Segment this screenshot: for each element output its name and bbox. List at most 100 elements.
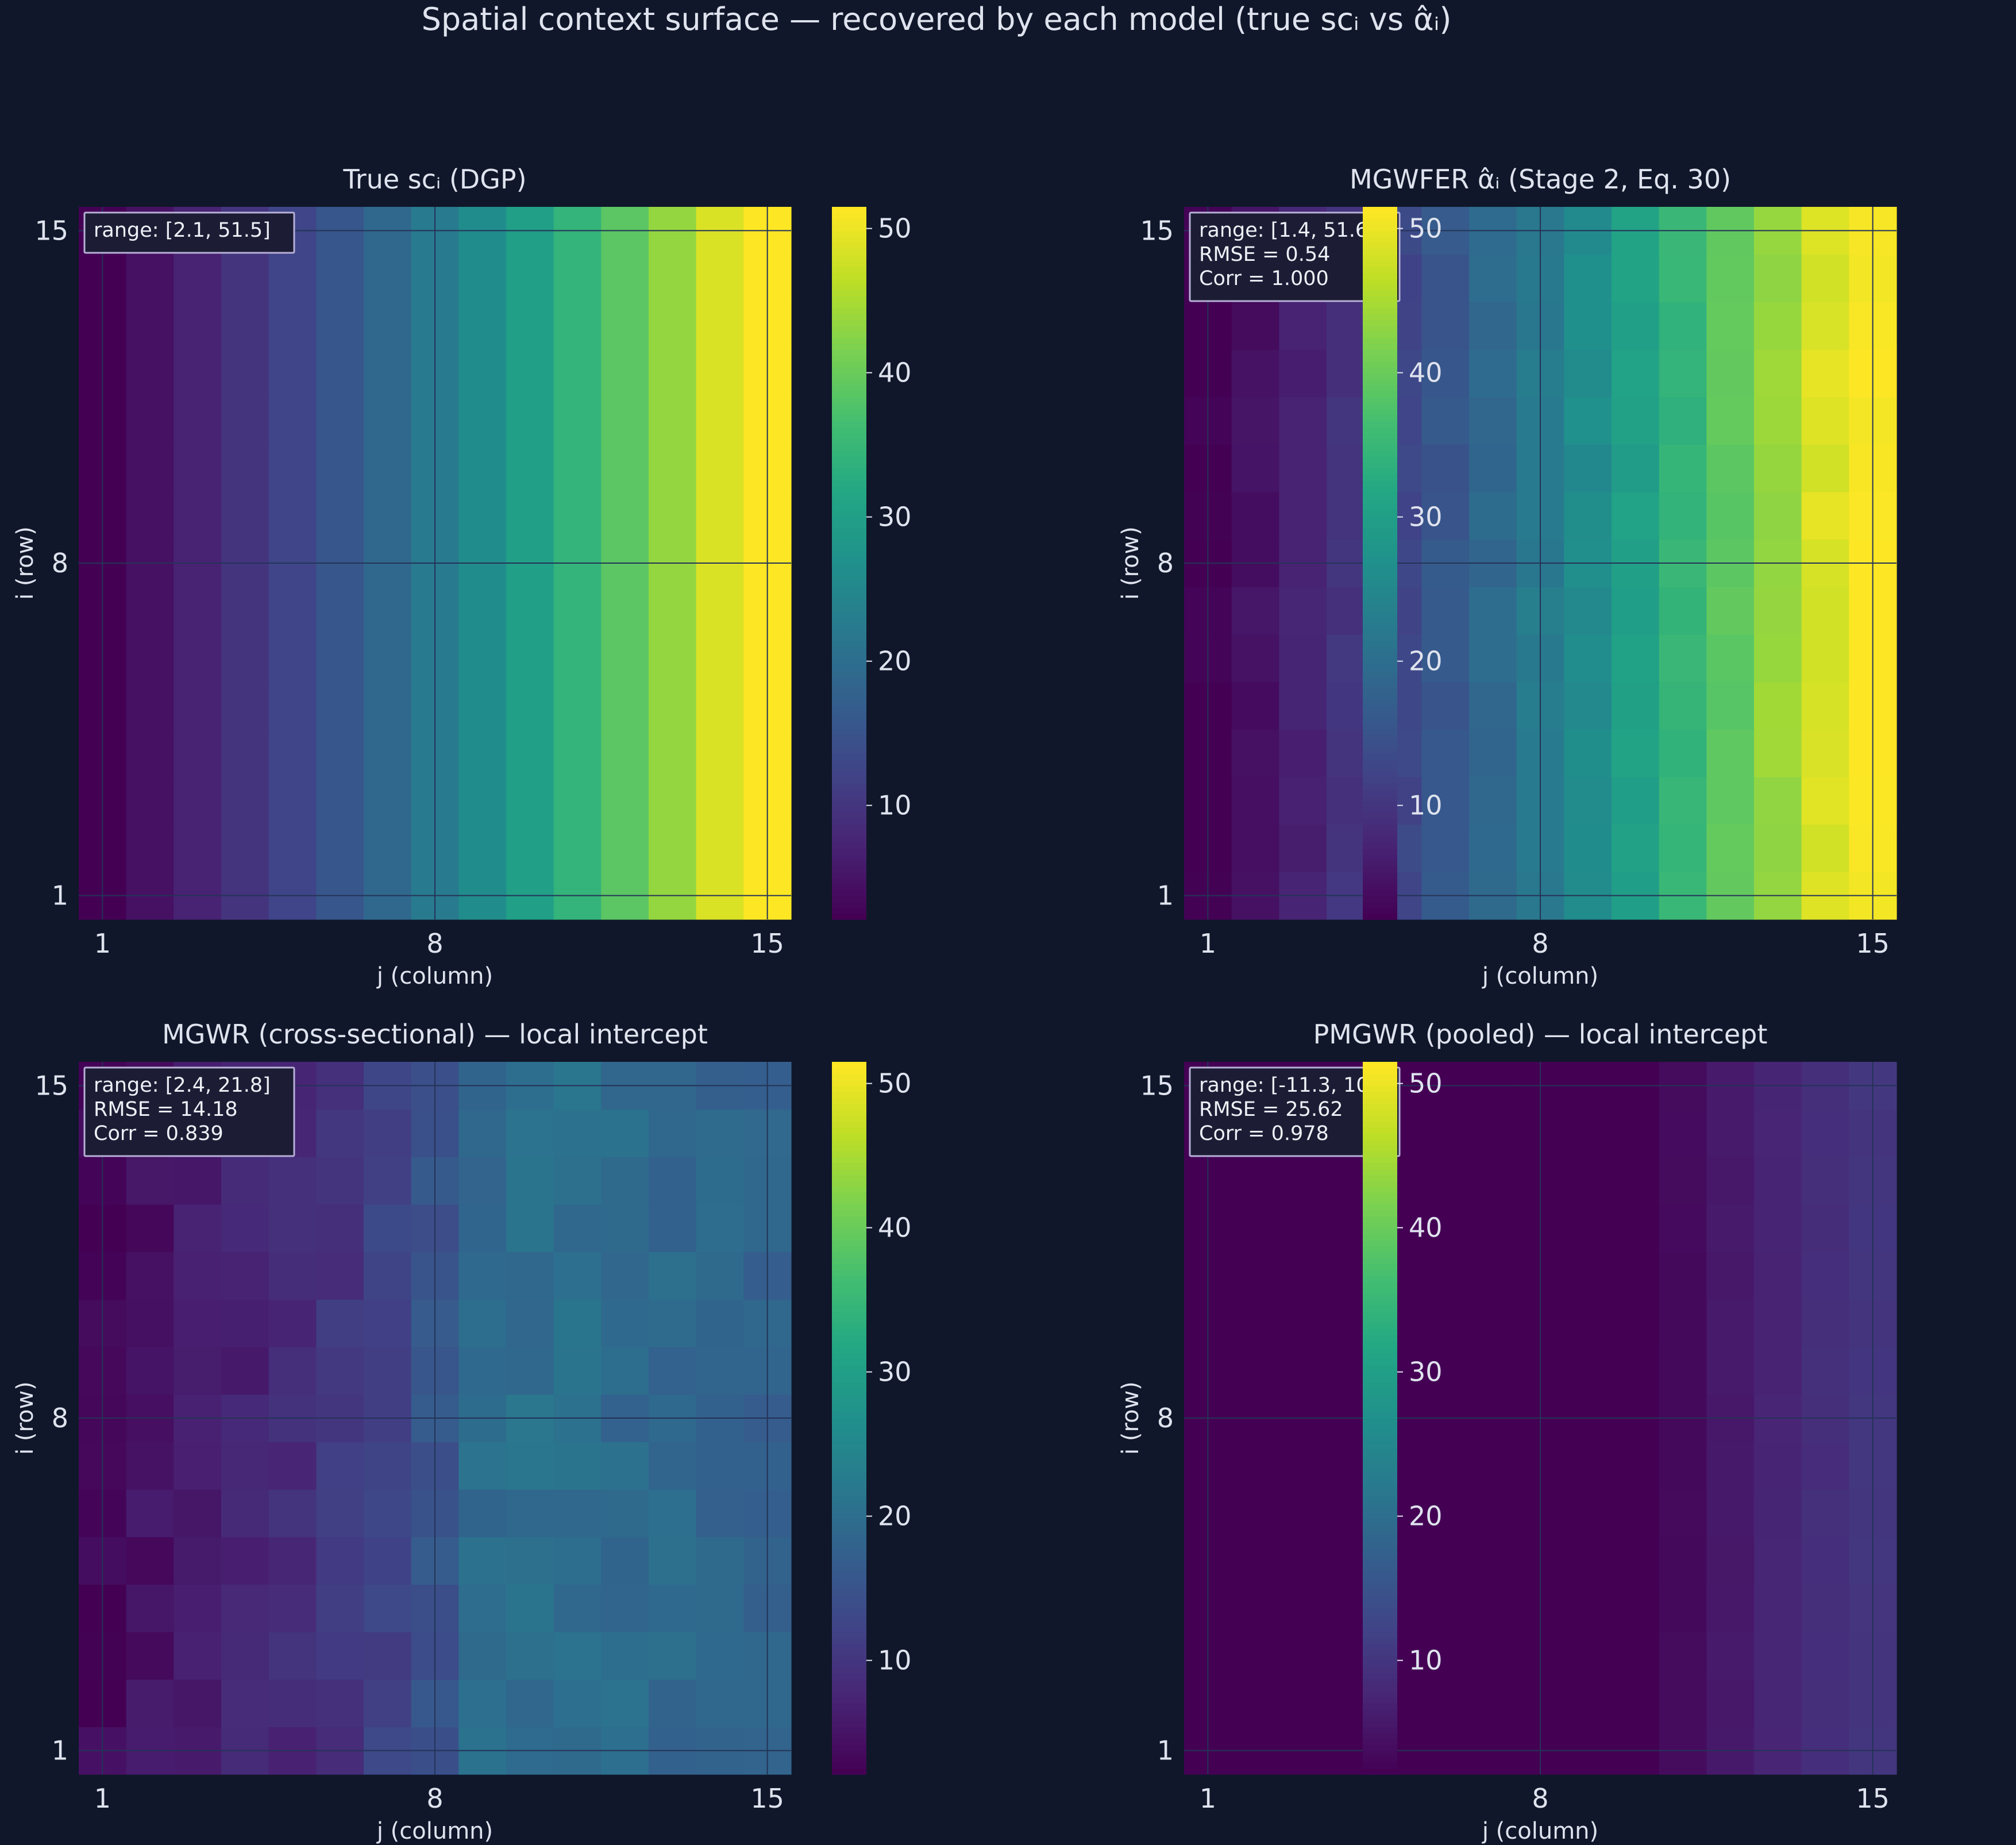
colorbar-segment — [1363, 349, 1397, 356]
heatmap-cell — [1801, 777, 1849, 825]
heatmap-cell — [174, 254, 222, 302]
heatmap-cell — [458, 729, 507, 777]
colorbar-segment — [832, 242, 866, 249]
heatmap-cell — [221, 1347, 269, 1395]
heatmap-cell — [458, 1157, 507, 1205]
colorbar-segment — [1363, 403, 1397, 410]
colorbar-tick-label: 20 — [878, 646, 912, 677]
heatmap-cell — [1231, 587, 1279, 635]
colorbar-segment — [832, 771, 866, 777]
colorbar-segment — [832, 1424, 866, 1431]
heatmap-panel-2: MGWFER α̂ᵢ (Stage 2, Eq. 30) 1 8 15 1 8 15 j (c… — [1117, 164, 1897, 989]
y-tick-label: 8 — [52, 1403, 68, 1434]
colorbar-segment — [1363, 1329, 1397, 1336]
colorbar-segment — [832, 806, 866, 813]
colorbar-segment — [1363, 872, 1397, 879]
colorbar-segment — [832, 1554, 866, 1561]
colorbar-segment — [1363, 551, 1397, 558]
heatmap-cell — [126, 1204, 174, 1253]
heatmap-cell — [1564, 1251, 1612, 1300]
heatmap-cell — [601, 396, 649, 445]
colorbar-segment — [832, 1655, 866, 1662]
colorbar-segment — [832, 658, 866, 665]
colorbar-segment — [832, 1626, 866, 1632]
heatmap-cell — [649, 1489, 697, 1538]
heatmap-cell — [1279, 681, 1327, 730]
colorbar-segment — [832, 557, 866, 564]
colorbar-segment — [1363, 254, 1397, 261]
heatmap-cell — [601, 1299, 649, 1347]
stats-text: RMSE = 14.18 — [94, 1098, 238, 1121]
colorbar-segment — [832, 1198, 866, 1205]
colorbar-segment — [1363, 1157, 1397, 1164]
colorbar-tick-label: 50 — [878, 213, 912, 244]
heatmap-cell — [316, 1347, 364, 1395]
colorbar-segment — [1363, 1561, 1397, 1567]
heatmap-cell — [1801, 302, 1849, 350]
heatmap-cell — [268, 1489, 317, 1538]
colorbar-segment — [1363, 1139, 1397, 1146]
colorbar-segment — [832, 230, 866, 237]
colorbar-segment — [832, 438, 866, 445]
heatmap-cell — [1421, 492, 1470, 540]
y-tick-label: 15 — [34, 1070, 68, 1101]
heatmap-cell — [1801, 681, 1849, 730]
heatmap-cell — [601, 1442, 649, 1490]
heatmap-cell — [1801, 824, 1849, 872]
heatmap-cell — [696, 634, 744, 683]
heatmap-cell — [601, 1489, 649, 1538]
colorbar-segment — [832, 1531, 866, 1538]
colorbar-segment — [832, 1650, 866, 1657]
heatmap-cell — [1754, 634, 1802, 683]
heatmap-cell — [1564, 777, 1612, 825]
heatmap-cell — [1469, 1204, 1517, 1253]
colorbar-segment — [1363, 842, 1397, 849]
colorbar-segment — [832, 1133, 866, 1140]
heatmap-cell — [1564, 634, 1612, 683]
heatmap-cell — [1754, 396, 1802, 445]
heatmap-cell — [458, 1109, 507, 1157]
heatmap-cell — [1659, 1157, 1707, 1205]
heatmap-cell — [1421, 729, 1470, 777]
colorbar-segment — [1363, 1768, 1397, 1775]
colorbar-segment — [832, 1365, 866, 1372]
colorbar-segment — [1363, 860, 1397, 866]
colorbar-segment — [832, 379, 866, 386]
colorbar-segment — [1363, 272, 1397, 279]
panel-title: MGWFER α̂ᵢ (Stage 2, Eq. 30) — [1350, 164, 1731, 195]
colorbar-segment — [1363, 361, 1397, 368]
colorbar-segment — [832, 1109, 866, 1116]
colorbar-segment — [1363, 1703, 1397, 1710]
heatmap-cell — [458, 1204, 507, 1253]
colorbar-segment — [1363, 1715, 1397, 1721]
heatmap-cell — [1564, 492, 1612, 540]
heatmap-cell — [316, 634, 364, 683]
colorbar-segment — [832, 1317, 866, 1324]
heatmap-cell — [601, 729, 649, 777]
heatmap-cell — [174, 777, 222, 825]
colorbar-segment — [832, 569, 866, 576]
colorbar-segment — [832, 688, 866, 695]
heatmap-cell — [221, 1584, 269, 1632]
heatmap-cell — [268, 1347, 317, 1395]
colorbar-segment — [832, 1513, 866, 1520]
heatmap-cell — [221, 1442, 269, 1490]
stats-text: Corr = 0.978 — [1199, 1122, 1329, 1145]
heatmap-cell — [1659, 1204, 1707, 1253]
colorbar-segment — [832, 1234, 866, 1241]
colorbar-segment — [832, 1162, 866, 1169]
colorbar-segment — [1363, 545, 1397, 552]
heatmap-cell — [364, 349, 412, 398]
heatmap-cell — [1469, 1584, 1517, 1632]
colorbar-segment — [832, 1691, 866, 1698]
heatmap-cell — [1659, 1299, 1707, 1347]
heatmap-cell — [1564, 729, 1612, 777]
colorbar-segment — [832, 1501, 866, 1508]
heatmap-cell — [1612, 1204, 1660, 1253]
heatmap-cell — [316, 349, 364, 398]
colorbar-segment — [832, 1584, 866, 1591]
heatmap-cell — [221, 1157, 269, 1205]
heatmap-cell — [506, 634, 554, 683]
heatmap-cell — [553, 729, 602, 777]
colorbar-segment — [832, 1590, 866, 1597]
